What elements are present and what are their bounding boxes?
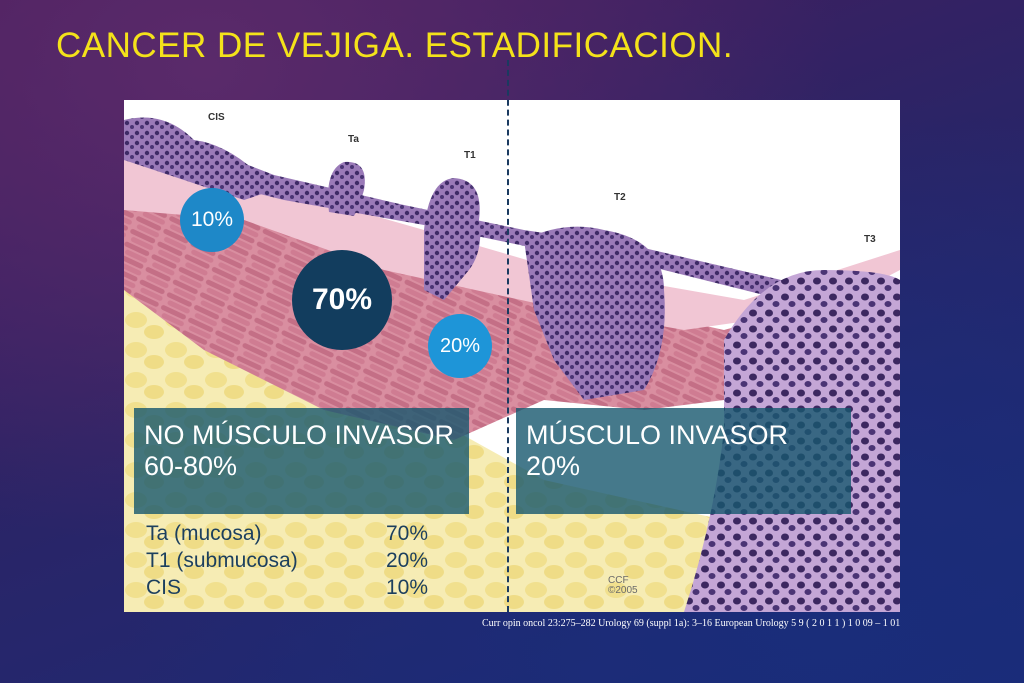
bladder-staging-illustration: CIS Ta T1 T2 T3 10% 70% 20% NO MÚSCULO I… [124, 100, 900, 612]
stage-label-t2: T2 [614, 192, 626, 203]
stage-label-t3: T3 [864, 234, 876, 245]
stage-label-cis: CIS [208, 112, 225, 123]
t1-tumor [424, 178, 481, 300]
non-invasive-percentage: 60-80% [144, 451, 238, 481]
fat-layer [124, 280, 900, 612]
stage-statistics-list: Ta (mucosa) 70% T1 (submucosa) 20% CIS 1… [146, 520, 428, 601]
invasive-percentage: 20% [526, 451, 581, 481]
invasive-box: MÚSCULO INVASOR 20% [516, 408, 851, 514]
stage-label-t1: T1 [464, 150, 476, 161]
stat-value: 20% [386, 549, 429, 572]
non-invasive-heading: NO MÚSCULO INVASOR [144, 420, 455, 450]
t2-tumor [524, 226, 665, 400]
stat-value: 10% [386, 576, 429, 599]
invasive-heading: MÚSCULO INVASOR [526, 420, 789, 450]
citation-text: Curr opin oncol 23:275–282 Urology 69 (s… [482, 618, 901, 629]
cis-percentage-circle: 10% [180, 188, 244, 252]
illustration-credit: CCF ©2005 [608, 576, 638, 596]
t1-percentage-circle: 20% [428, 314, 492, 378]
credit-line-1: CCF [608, 575, 629, 586]
non-invasive-box: NO MÚSCULO INVASOR 60-80% [134, 408, 469, 514]
stat-row: Ta (mucosa) 70% [146, 520, 428, 547]
slide-title: CANCER DE VEJIGA. ESTADIFICACION. [56, 26, 734, 65]
muscle-layer [124, 190, 900, 440]
cis-lesion [124, 117, 274, 200]
stat-label: CIS [146, 576, 182, 599]
stat-label: T1 (submucosa) [146, 549, 298, 572]
credit-line-2: ©2005 [608, 585, 638, 596]
tissue-layers-drawing [124, 117, 900, 612]
invasion-divider-line [507, 60, 509, 612]
ta-percentage-circle: 70% [292, 250, 392, 350]
stat-value: 70% [386, 522, 429, 545]
submucosa-layer [124, 140, 900, 330]
stat-row: T1 (submucosa) 20% [146, 547, 428, 574]
stage-label-ta: Ta [348, 134, 359, 145]
stat-label: Ta (mucosa) [146, 522, 262, 545]
ta-tumor [328, 161, 365, 216]
stat-row: CIS 10% [146, 574, 428, 601]
